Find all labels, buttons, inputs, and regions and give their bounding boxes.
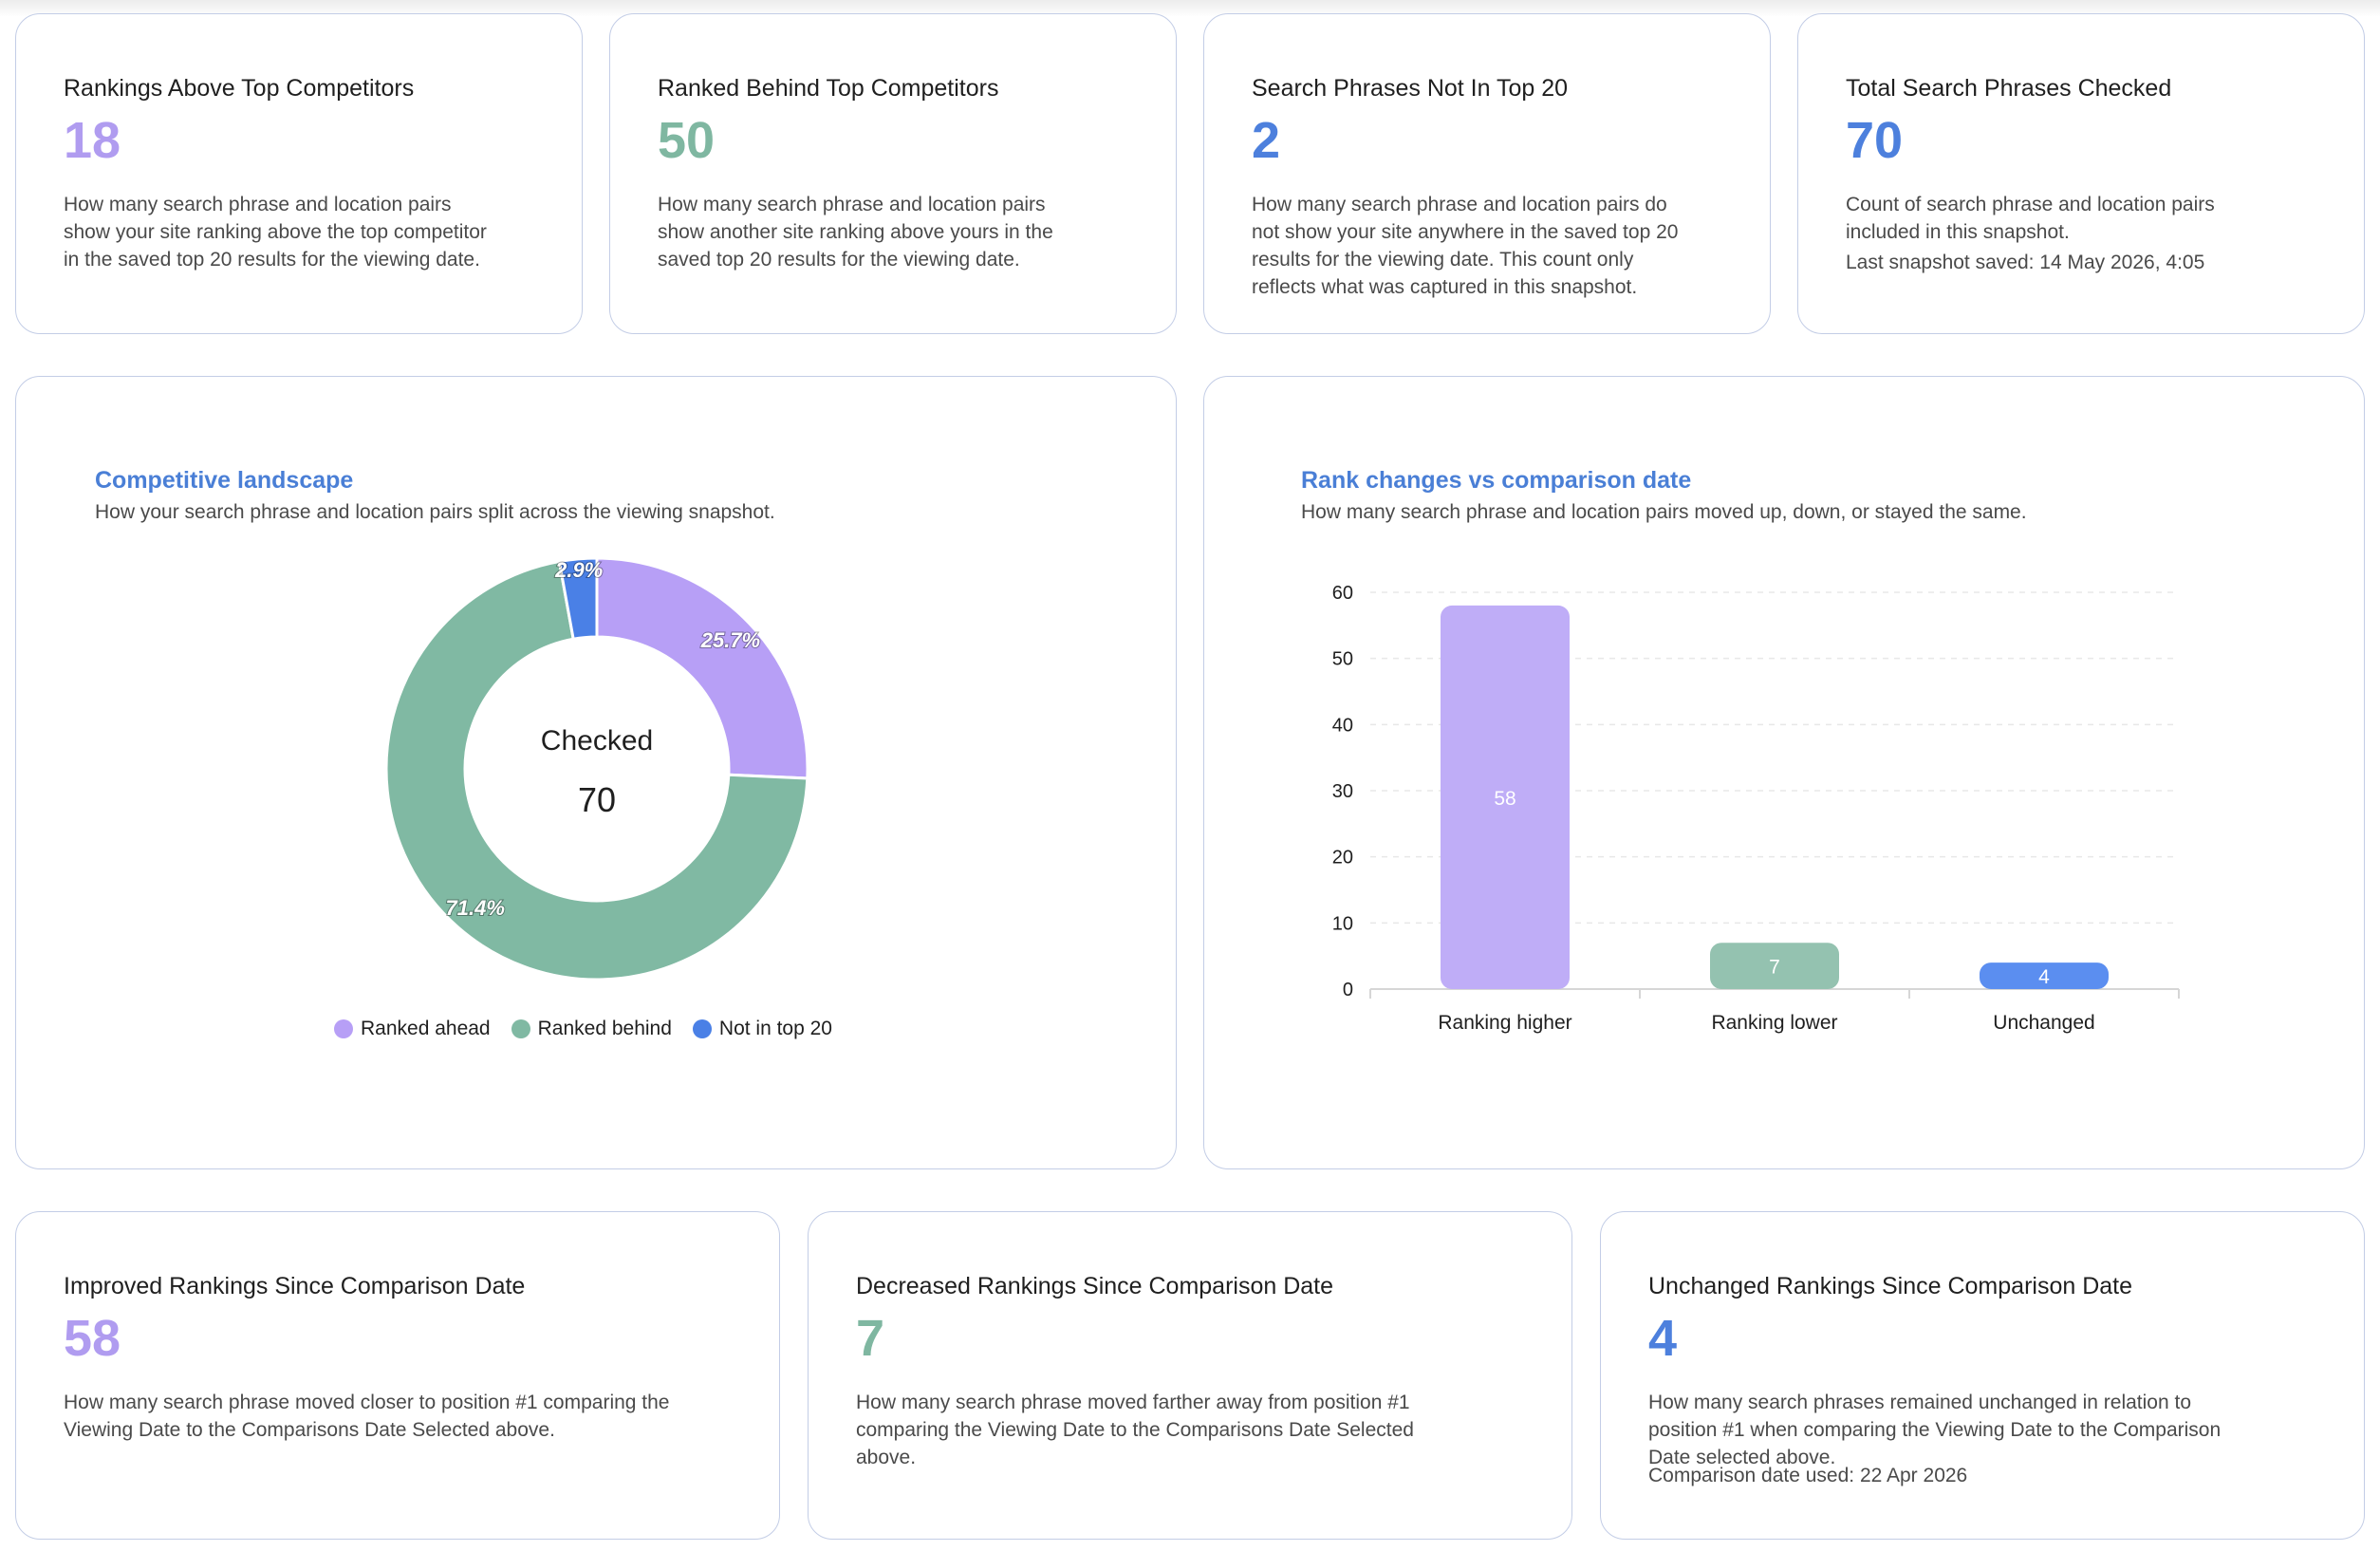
legend-label: Ranked ahead: [361, 1018, 491, 1039]
stat-description-line: How many search phrase and location pair…: [1252, 194, 1667, 215]
donut-slice-not-in-top-20[interactable]: [557, 556, 599, 641]
stat-title: Rankings Above Top Competitors: [64, 75, 415, 102]
legend-swatch-ranked-ahead: [334, 1019, 353, 1038]
last-snapshot-text: Last snapshot saved: 14 May 2026, 4:05: [1846, 252, 2205, 273]
stat-card-improved: Improved Rankings Since Comparison Date …: [15, 1211, 780, 1540]
stat-description: How many search phrase and location pair…: [64, 191, 487, 273]
stat-description: Count of search phrase and location pair…: [1846, 191, 2215, 246]
y-tick-label: 10: [1332, 913, 1353, 934]
stat-description-line: position #1 when comparing the Viewing D…: [1648, 1419, 2222, 1441]
rank-changes-bar-chart: 0 10 20 30 40 50 60 58 7 4 Ranking higher Ranking…: [1332, 583, 2180, 1034]
y-tick-label: 60: [1332, 583, 1353, 604]
stat-description-line: in the saved top 20 results for the view…: [64, 249, 480, 271]
rank-changes-title: Rank changes vs comparison date: [1301, 467, 1692, 494]
legend-item-ranked-ahead[interactable]: Ranked ahead: [334, 1018, 491, 1040]
x-category-label: Ranking lower: [1711, 1012, 1837, 1034]
donut-slice-ranked-behind[interactable]: [384, 559, 809, 981]
y-tick-label: 30: [1332, 781, 1353, 802]
stat-description-line: show another site ranking above yours in…: [658, 221, 1053, 243]
donut-percent-label: 71.4%: [446, 896, 505, 920]
legend-item-ranked-behind[interactable]: Ranked behind: [511, 1018, 672, 1040]
stat-title: Decreased Rankings Since Comparison Date: [856, 1273, 1334, 1299]
stat-description-line: How many search phrase moved farther awa…: [856, 1392, 1410, 1413]
stat-description: How many search phrase moved closer to p…: [64, 1389, 670, 1444]
stat-value: 18: [64, 112, 121, 169]
stat-description-line: show your site ranking above the top com…: [64, 221, 487, 243]
stat-description-line: How many search phrases remained unchang…: [1648, 1392, 2191, 1413]
stat-description-line: Viewing Date to the Comparisons Date Sel…: [64, 1419, 555, 1441]
stat-description: How many search phrases remained unchang…: [1648, 1389, 2221, 1471]
donut-center-value: 70: [578, 780, 616, 819]
donut-legend: Ranked ahead Ranked behind Not in top 20: [334, 1018, 853, 1040]
stat-card-decreased: Decreased Rankings Since Comparison Date…: [808, 1211, 1572, 1540]
donut-slice-ranked-ahead[interactable]: [595, 556, 809, 780]
stat-description-line: comparing the Viewing Date to the Compar…: [856, 1419, 1414, 1441]
stat-title: Unchanged Rankings Since Comparison Date: [1648, 1273, 2133, 1299]
stat-description-line: results for the viewing date. This count…: [1252, 249, 1634, 271]
stat-card-total-checked: Total Search Phrases Checked 70 Count of…: [1797, 13, 2365, 334]
stat-value: 2: [1252, 112, 1281, 169]
stat-title: Search Phrases Not In Top 20: [1252, 75, 1569, 102]
stat-title: Total Search Phrases Checked: [1846, 75, 2172, 102]
bar-value-label: 58: [1494, 788, 1515, 810]
stat-description-line: Date selected above.: [1648, 1447, 1836, 1468]
stat-card-not-in-top-20: Search Phrases Not In Top 20 2 How many …: [1203, 13, 1771, 334]
bar-unchanged[interactable]: [1980, 962, 2109, 989]
rank-changes-panel: [1203, 376, 2365, 1169]
stat-description-line: Count of search phrase and location pair…: [1846, 194, 2215, 215]
y-tick-label: 20: [1332, 848, 1353, 869]
stat-card-rankings-above: Rankings Above Top Competitors 18 How ma…: [15, 13, 583, 334]
bar-value-label: 7: [1769, 957, 1780, 979]
donut-percent-label: 25.7%: [700, 628, 760, 652]
stat-description-line: How many search phrase and location pair…: [64, 194, 452, 215]
stat-description: How many search phrase moved farther awa…: [856, 1389, 1414, 1471]
rank-changes-subtitle: How many search phrase and location pair…: [1301, 501, 2027, 523]
stat-value: 70: [1846, 112, 1904, 169]
legend-swatch-not-in-top-20: [692, 1019, 712, 1038]
bar-ranking-lower[interactable]: [1710, 943, 1839, 989]
legend-swatch-ranked-behind: [511, 1019, 530, 1038]
stat-card-ranked-behind: Ranked Behind Top Competitors 50 How man…: [609, 13, 1177, 334]
stat-title: Improved Rankings Since Comparison Date: [64, 1273, 526, 1299]
legend-item-not-in-top-20[interactable]: Not in top 20: [692, 1018, 832, 1040]
y-tick-label: 50: [1332, 649, 1353, 670]
x-category-label: Unchanged: [1993, 1012, 2094, 1034]
stat-description-line: reflects what was captured in this snaps…: [1252, 276, 1638, 298]
y-tick-label: 40: [1332, 715, 1353, 736]
donut-percent-label: 2.9%: [554, 558, 603, 582]
stat-title: Ranked Behind Top Competitors: [658, 75, 999, 102]
competitive-landscape-panel: [15, 376, 1177, 1169]
comparison-date-text: Comparison date used: 22 Apr 2026: [1648, 1465, 1968, 1486]
y-tick-label: 0: [1343, 980, 1353, 1000]
stat-value: 50: [658, 112, 716, 169]
stat-description-line: saved top 20 results for the viewing dat…: [658, 249, 1020, 271]
legend-label: Not in top 20: [718, 1018, 832, 1039]
donut-center-label: Checked: [541, 725, 653, 757]
stat-description-line: How many search phrase moved closer to p…: [64, 1392, 670, 1413]
landscape-title: Competitive landscape: [95, 467, 354, 494]
stat-card-unchanged: Unchanged Rankings Since Comparison Date…: [1600, 1211, 2365, 1540]
legend-label: Ranked behind: [537, 1018, 672, 1039]
competitive-landscape-donut-chart: 25.7% 71.4% 2.9% Checked 70: [384, 556, 809, 981]
top-shadow: [0, 0, 2380, 17]
landscape-subtitle: How your search phrase and location pair…: [95, 501, 775, 523]
bar-value-label: 4: [2038, 966, 2050, 988]
stat-description-line: included in this snapshot.: [1846, 221, 2070, 243]
stat-description-line: above.: [856, 1447, 917, 1468]
stat-description: How many search phrase and location pair…: [658, 191, 1053, 273]
x-category-label: Ranking higher: [1438, 1012, 1571, 1034]
stat-value: 4: [1648, 1310, 1678, 1367]
stat-description-line: not show your site anywhere in the saved…: [1252, 221, 1679, 243]
stat-value: 7: [856, 1310, 885, 1367]
stat-description: How many search phrase and location pair…: [1252, 191, 1678, 301]
stat-value: 58: [64, 1310, 121, 1367]
bar-ranking-higher[interactable]: [1441, 605, 1570, 989]
stat-description-line: How many search phrase and location pair…: [658, 194, 1046, 215]
